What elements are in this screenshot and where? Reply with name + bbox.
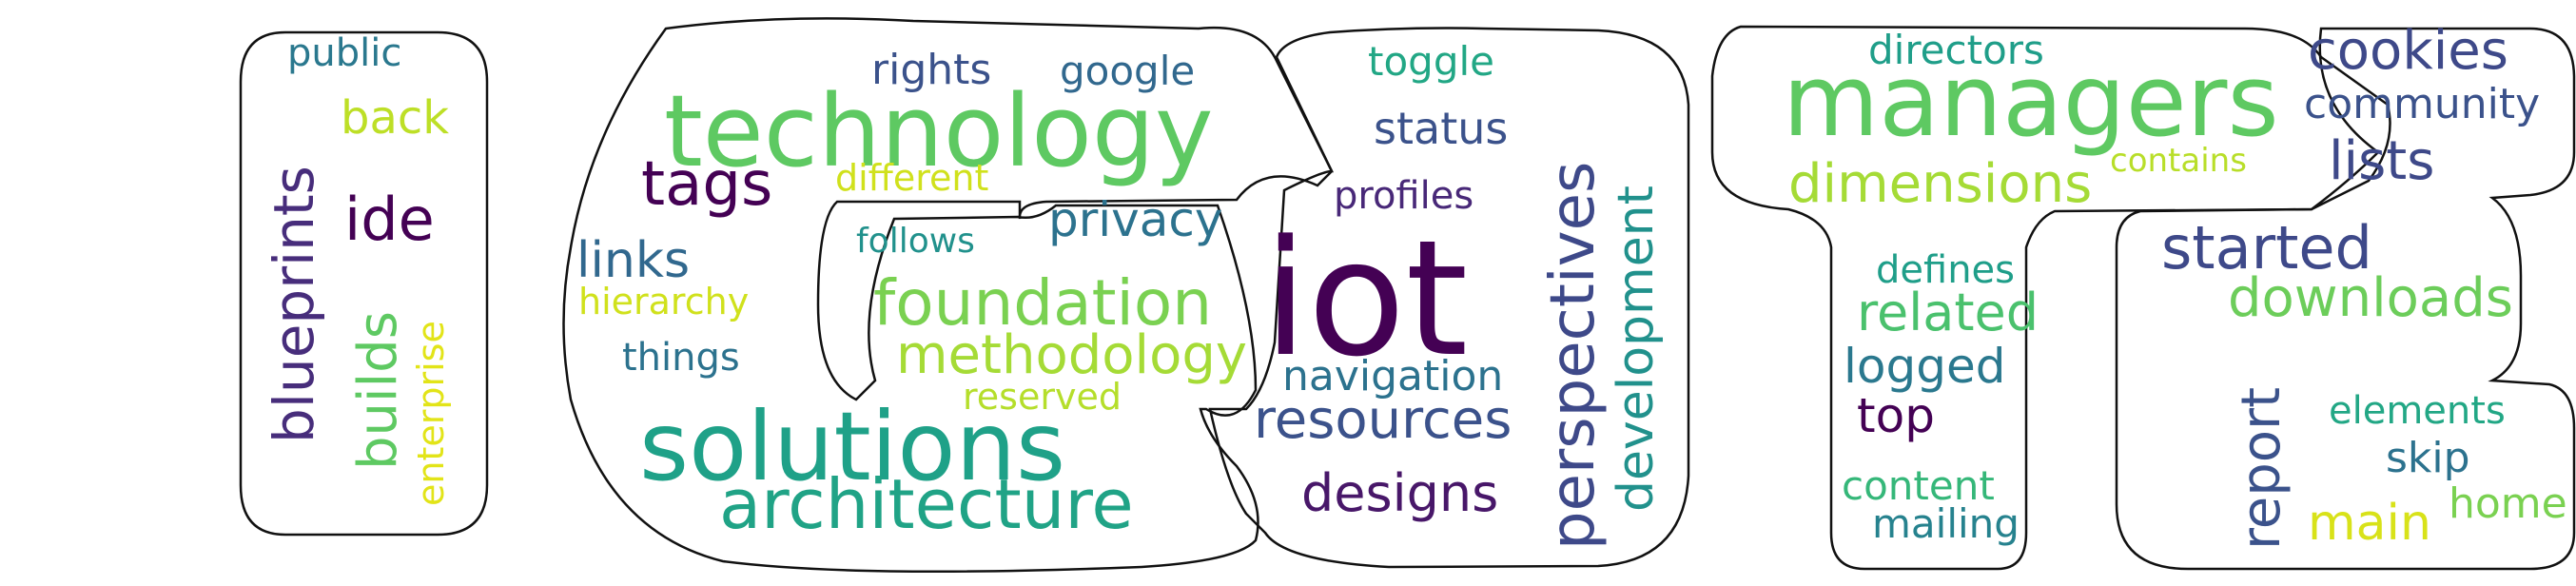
word-reserved: reserved [963,376,1122,418]
word-related: related [1857,283,2039,342]
word-logged: logged [1844,339,2006,394]
word-lists: lists [2329,130,2435,192]
word-foundation: foundation [873,266,1213,340]
word-architecture: architecture [719,464,1134,544]
word-privacy: privacy [1048,192,1223,247]
word-report: report [2231,386,2293,550]
word-content: content [1842,462,1995,509]
word-tags: tags [641,149,773,220]
word-builds: builds [347,311,409,470]
word-contains: contains [2110,142,2247,180]
word-main: main [2308,495,2431,552]
word-technology: technology [664,73,1214,189]
word-follows: follows [856,222,975,261]
word-blueprints: blueprints [262,166,326,443]
outline-letter-c [562,17,1334,574]
word-google: google [1060,48,1196,94]
word-skip: skip [2386,434,2470,482]
word-different: different [835,157,989,199]
outline-letter-t [1710,25,2391,571]
word-solutions: solutions [639,391,1066,502]
word-back: back [341,91,450,145]
outline-letter-i [239,30,489,537]
word-directors: directors [1868,27,2044,73]
outline-letter-o [1208,27,1690,569]
word-hierarchy: hierarchy [578,281,750,322]
word-things: things [622,336,740,380]
word-iot: iot [1263,205,1469,392]
word-links: links [576,232,691,289]
word-top: top [1857,388,1935,443]
word-downloads: downloads [2228,267,2513,329]
outline-letter-e [2115,27,2576,571]
word-perspectives: perspectives [1538,161,1609,550]
word-development: development [1608,185,1665,512]
word-rights: rights [871,46,992,94]
word-methodology: methodology [896,324,1248,386]
word-mailing: mailing [1872,500,2020,547]
word-navigation: navigation [1282,352,1504,400]
word-cookies: cookies [2308,20,2508,82]
word-dimensions: dimensions [1788,153,2093,215]
word-status: status [1374,103,1509,154]
word-enterprise: enterprise [410,321,452,506]
word-community: community [2304,80,2541,128]
word-started: started [2161,213,2372,283]
word-managers: managers [1783,43,2279,159]
word-defines: defines [1876,248,2015,292]
word-profiles: profiles [1334,174,1474,218]
word-home: home [2449,479,2567,528]
word-public: public [287,31,402,75]
word-designs: designs [1301,463,1499,523]
word-ide: ide [344,185,435,254]
word-toggle: toggle [1368,38,1494,85]
word-resources: resources [1254,389,1512,451]
word-elements: elements [2329,389,2506,433]
